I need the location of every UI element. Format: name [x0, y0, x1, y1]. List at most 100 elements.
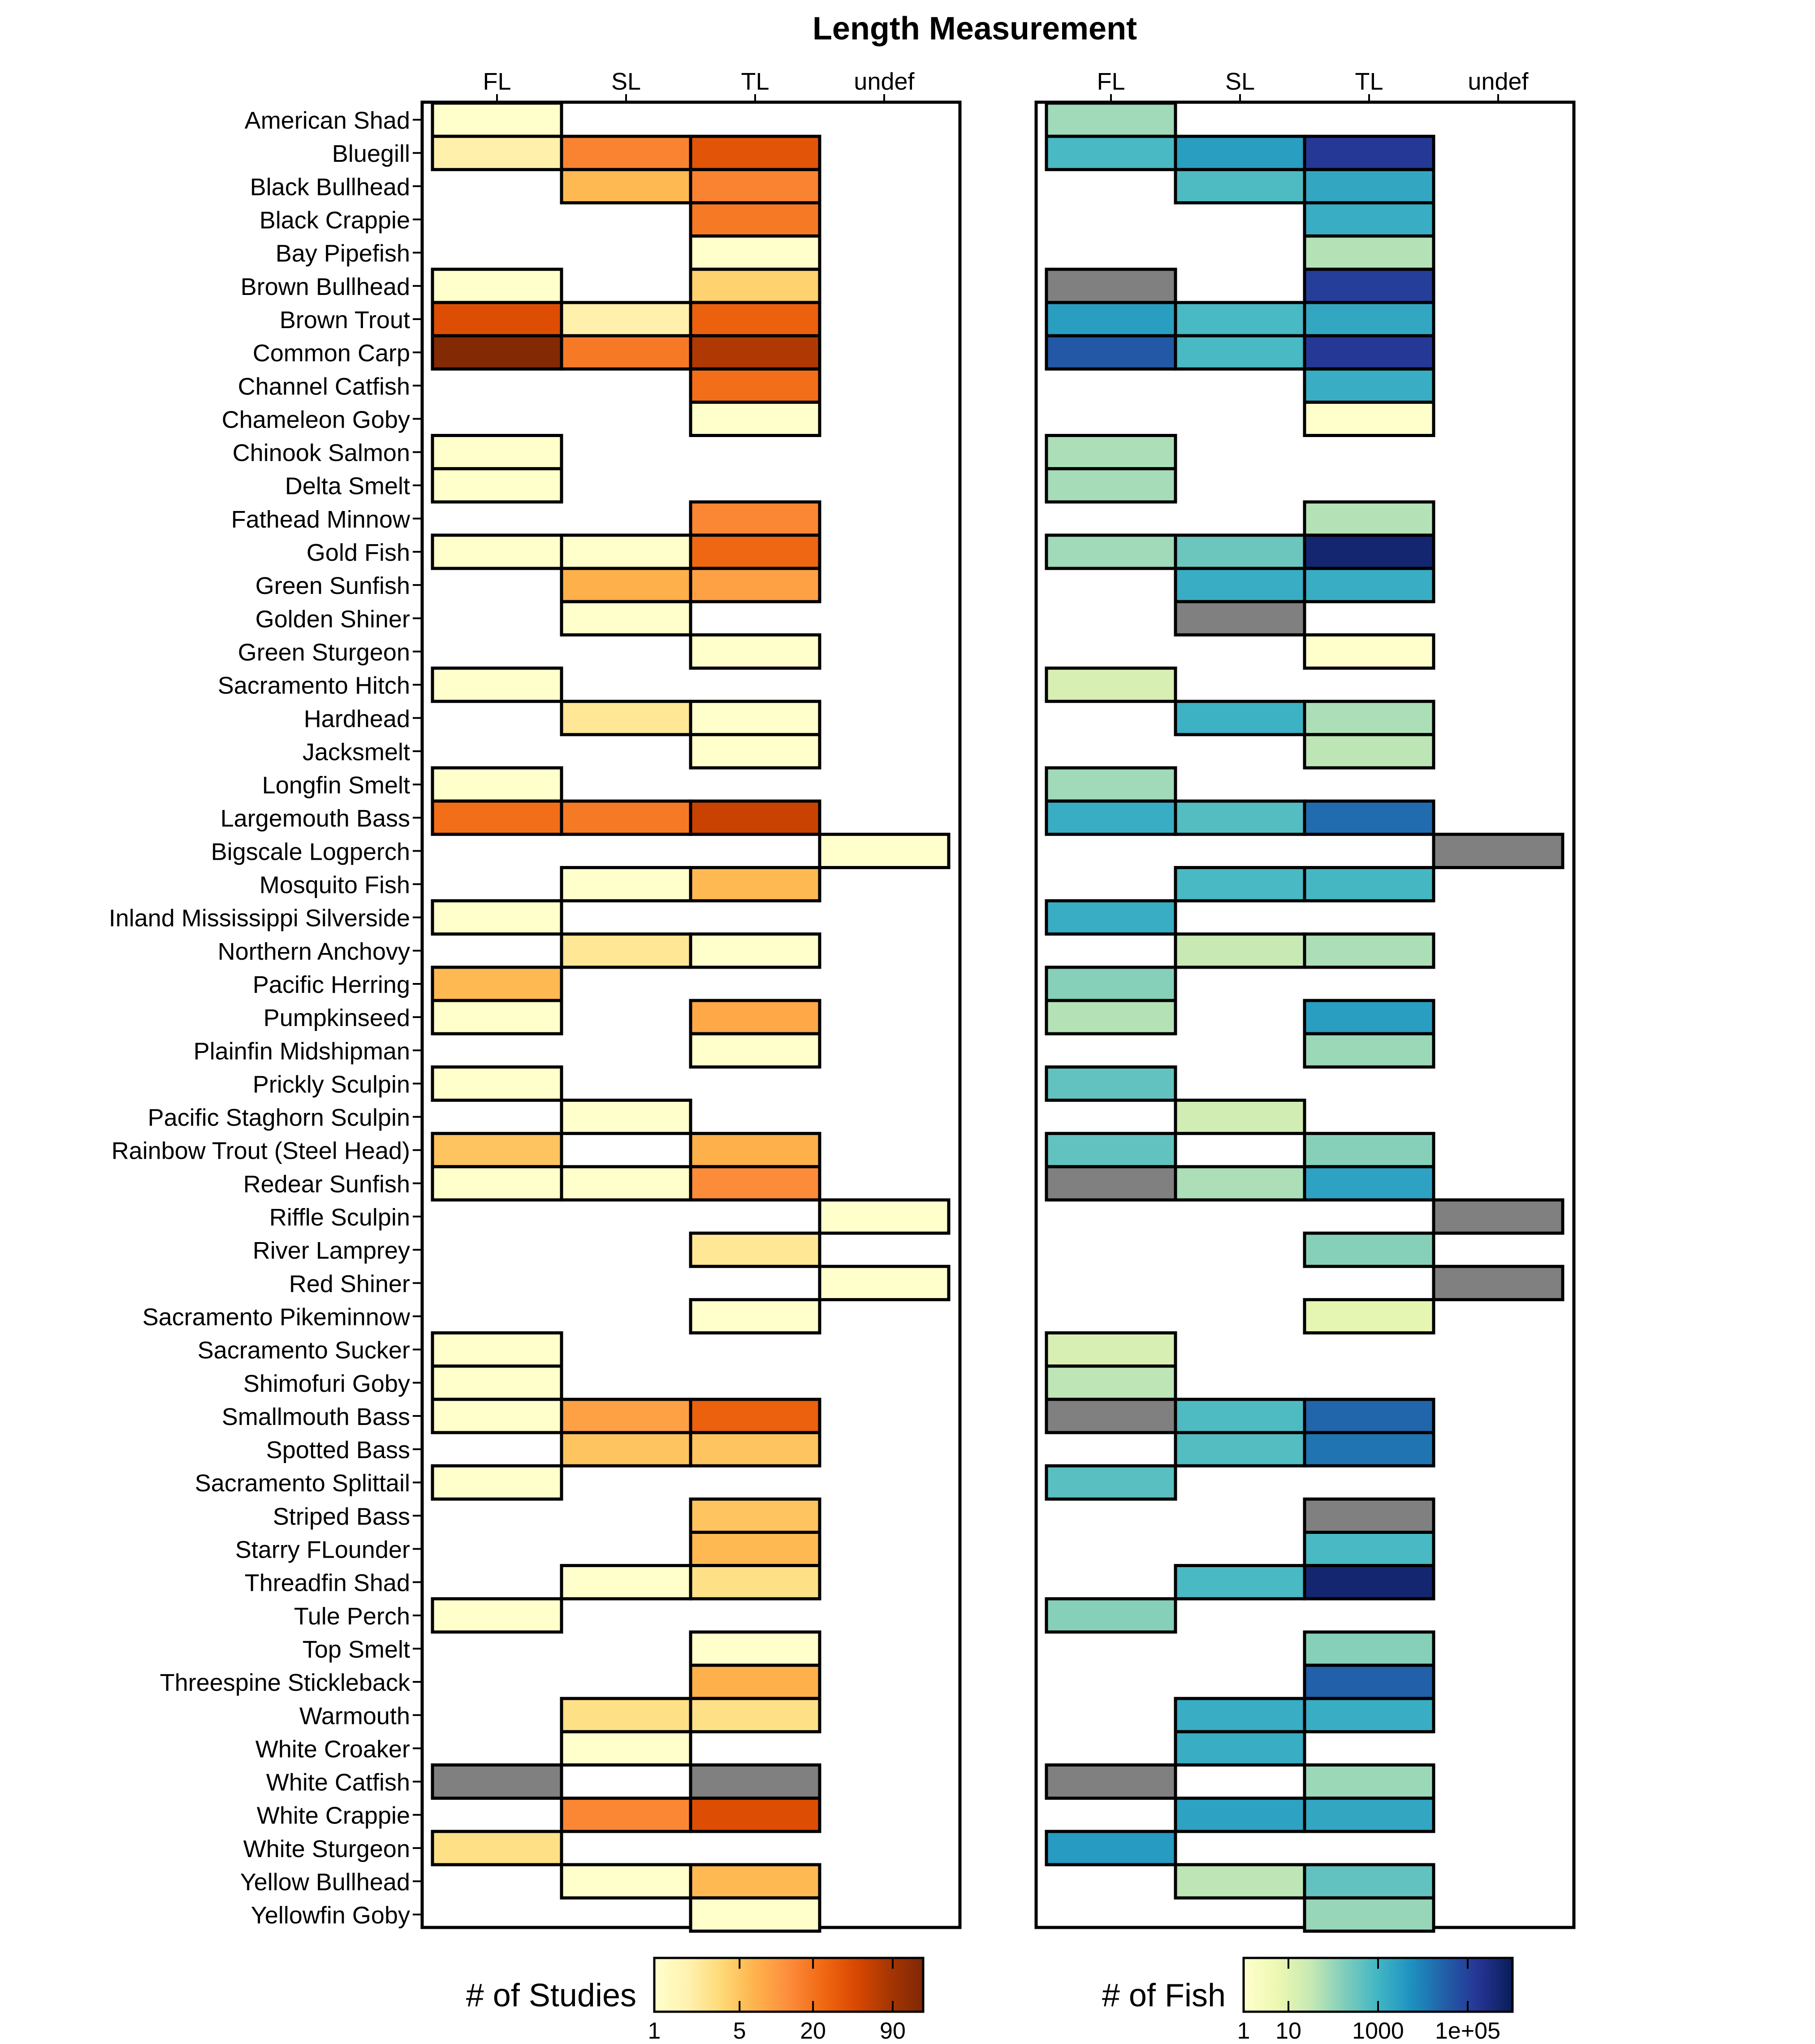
cell-brown-bullhead-tl — [1303, 268, 1435, 304]
row-label-common-carp: Common Carp — [253, 340, 410, 367]
row-label-jacksmelt: Jacksmelt — [302, 739, 410, 766]
cell-threespine-stickleback-tl — [689, 1663, 821, 1700]
legend-tick-label: 1e+05 — [1435, 2018, 1500, 2044]
row-label-hardhead: Hardhead — [304, 706, 410, 732]
cell-pacific-staghorn-sculpin-sl — [560, 1099, 692, 1135]
row-label-spotted-bass: Spotted Bass — [266, 1437, 410, 1464]
row-label-yellow-bullhead: Yellow Bullhead — [240, 1869, 410, 1896]
row-label-pacific-herring: Pacific Herring — [253, 971, 410, 998]
cell-hardhead-tl — [689, 700, 821, 736]
cell-rainbow-trout-steel-head-tl — [689, 1132, 821, 1169]
row-label-green-sturgeon: Green Sturgeon — [238, 639, 410, 666]
legend-tick-label: 1000 — [1352, 2018, 1404, 2044]
row-label-threadfin-shad: Threadfin Shad — [245, 1570, 410, 1597]
row-label-channel-catfish: Channel Catfish — [238, 373, 410, 400]
cell-sacramento-hitch-fl — [431, 667, 563, 703]
cell-gold-fish-fl — [1045, 533, 1177, 570]
cell-hardhead-sl — [1174, 700, 1306, 736]
cell-warmouth-sl — [1174, 1697, 1306, 1733]
legend-title: # of Fish — [1102, 1978, 1226, 2014]
cell-gold-fish-tl — [1303, 533, 1435, 570]
cell-gold-fish-sl — [560, 533, 692, 570]
cell-green-sunfish-sl — [560, 567, 692, 603]
cell-common-carp-sl — [1174, 334, 1306, 371]
cell-bigscale-logperch-undef — [818, 832, 951, 869]
cell-common-carp-tl — [689, 334, 821, 371]
cell-pacific-staghorn-sculpin-sl — [1174, 1099, 1306, 1135]
cell-chameleon-goby-tl — [689, 400, 821, 437]
cell-black-bullhead-tl — [689, 168, 821, 204]
cell-mosquito-fish-tl — [1303, 866, 1435, 903]
legend-tick-label: 10 — [1275, 2018, 1301, 2044]
cell-delta-smelt-fl — [1045, 467, 1177, 504]
cell-bluegill-fl — [431, 134, 563, 171]
cell-hardhead-sl — [560, 700, 692, 736]
column-label-tl: TL — [741, 68, 769, 95]
cell-mosquito-fish-sl — [560, 866, 692, 903]
cell-hardhead-tl — [1303, 700, 1435, 736]
chart-title: Length Measurement — [812, 11, 1137, 47]
cell-pacific-herring-fl — [1045, 966, 1177, 1002]
row-label-pacific-staghorn-sculpin: Pacific Staghorn Sculpin — [148, 1104, 410, 1131]
cell-northern-anchovy-tl — [1303, 932, 1435, 969]
cell-threadfin-shad-sl — [1174, 1564, 1306, 1601]
legend-tick-label: 20 — [800, 2018, 826, 2044]
cell-spotted-bass-sl — [1174, 1431, 1306, 1468]
cell-threadfin-shad-tl — [1303, 1564, 1435, 1601]
cell-brown-bullhead-fl — [1045, 268, 1177, 304]
cell-redear-sunfish-sl — [1174, 1165, 1306, 1202]
cell-common-carp-sl — [560, 334, 692, 371]
cell-bay-pipefish-tl — [1303, 234, 1435, 271]
row-label-pumpkinseed: Pumpkinseed — [264, 1005, 410, 1031]
cell-redear-sunfish-fl — [431, 1165, 563, 1202]
legend-title: # of Studies — [466, 1978, 636, 2014]
column-label-tl: TL — [1355, 68, 1383, 95]
cell-white-sturgeon-fl — [431, 1830, 563, 1866]
cell-black-bullhead-sl — [560, 168, 692, 204]
cell-bay-pipefish-tl — [689, 234, 821, 271]
row-label-chinook-salmon: Chinook Salmon — [233, 440, 410, 467]
cell-white-catfish-fl — [1045, 1763, 1177, 1800]
row-label-sacramento-hitch: Sacramento Hitch — [218, 672, 410, 699]
cell-threespine-stickleback-tl — [1303, 1663, 1435, 1700]
cell-longfin-smelt-fl — [431, 766, 563, 803]
cell-channel-catfish-tl — [689, 367, 821, 404]
row-label-sacramento-sucker: Sacramento Sucker — [198, 1337, 410, 1364]
cell-rainbow-trout-steel-head-fl — [431, 1132, 563, 1169]
cell-northern-anchovy-sl — [560, 932, 692, 969]
cell-smallmouth-bass-fl — [1045, 1398, 1177, 1434]
cell-yellowfin-goby-tl — [689, 1896, 821, 1933]
cell-common-carp-tl — [1303, 334, 1435, 371]
cell-top-smelt-tl — [1303, 1630, 1435, 1667]
cell-threadfin-shad-sl — [560, 1564, 692, 1601]
cell-brown-trout-tl — [689, 301, 821, 338]
row-label-sacramento-splittail: Sacramento Splittail — [195, 1470, 410, 1497]
cell-warmouth-tl — [1303, 1697, 1435, 1733]
cell-brown-trout-fl — [1045, 301, 1177, 338]
cell-yellow-bullhead-tl — [1303, 1863, 1435, 1900]
cell-plainfin-midshipman-tl — [689, 1032, 821, 1069]
cell-pumpkinseed-tl — [1303, 999, 1435, 1035]
row-label-white-crappie: White Crappie — [257, 1802, 410, 1829]
column-label-fl: FL — [483, 68, 511, 95]
row-label-bay-pipefish: Bay Pipefish — [276, 240, 410, 267]
legend-tick-label: 90 — [880, 2018, 906, 2044]
cell-starry-flounder-tl — [1303, 1530, 1435, 1568]
cell-golden-shiner-sl — [1174, 600, 1306, 637]
cell-golden-shiner-sl — [560, 600, 692, 637]
cell-brown-trout-fl — [431, 301, 563, 338]
cell-largemouth-bass-tl — [1303, 799, 1435, 836]
cell-spotted-bass-tl — [689, 1431, 821, 1468]
cell-white-crappie-tl — [689, 1797, 821, 1833]
cell-common-carp-fl — [431, 334, 563, 371]
row-label-plainfin-midshipman: Plainfin Midshipman — [194, 1038, 410, 1065]
cell-tule-perch-fl — [1045, 1597, 1177, 1634]
cell-rainbow-trout-steel-head-fl — [1045, 1132, 1177, 1169]
cell-smallmouth-bass-sl — [1174, 1398, 1306, 1434]
cell-green-sunfish-tl — [689, 567, 821, 603]
cell-spotted-bass-sl — [560, 1431, 692, 1468]
row-label-top-smelt: Top Smelt — [302, 1636, 410, 1663]
cell-warmouth-tl — [689, 1697, 821, 1733]
legend-tick-label: 1 — [1237, 2018, 1250, 2044]
row-label-red-shiner: Red Shiner — [289, 1270, 410, 1297]
